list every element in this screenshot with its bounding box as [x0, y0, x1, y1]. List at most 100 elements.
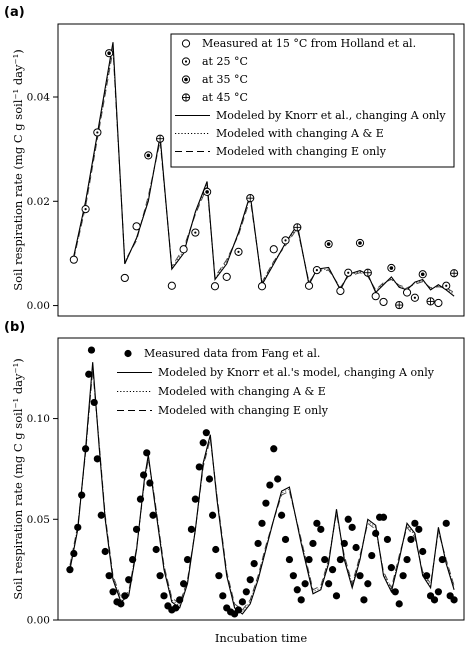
data-point	[352, 543, 360, 552]
data-point	[419, 547, 427, 556]
y-tick-label: 0.00	[27, 300, 50, 312]
data-point-dot	[423, 572, 431, 580]
data-point-dot	[278, 511, 286, 519]
panel-a-measured-points	[69, 49, 459, 310]
data-point	[395, 600, 403, 608]
data-point	[70, 549, 78, 558]
series-line-dotted	[73, 45, 455, 295]
data-point	[210, 282, 220, 291]
y-tick-label: 0.00	[27, 615, 50, 627]
legend-label: Measured data from Fang et al.	[144, 347, 320, 360]
data-point	[195, 463, 203, 471]
data-point	[93, 128, 102, 137]
data-point	[402, 288, 412, 297]
data-point-dot	[101, 547, 109, 556]
data-point-dot	[368, 551, 376, 560]
data-point	[262, 499, 270, 507]
data-point-dot	[121, 592, 129, 600]
data-point	[270, 445, 278, 453]
data-point-dot	[317, 525, 325, 533]
data-point-dot	[415, 525, 423, 533]
legend-item: Measured at 15 °C from Holland et al.	[181, 37, 416, 50]
data-point-dot	[132, 525, 141, 533]
data-point	[180, 580, 188, 588]
data-point	[266, 481, 274, 489]
y-tick-label: 0.10	[27, 413, 50, 425]
data-point	[364, 580, 372, 588]
data-point-dot	[195, 463, 203, 471]
data-point-dot	[183, 555, 192, 564]
data-point	[143, 449, 151, 457]
data-point	[205, 475, 214, 483]
data-point	[321, 555, 329, 564]
data-point	[209, 511, 217, 519]
data-point	[410, 293, 419, 302]
data-point-dot	[430, 596, 439, 604]
legend-label: Modeled with changing A & E	[158, 385, 326, 398]
data-point	[183, 555, 192, 564]
data-point	[411, 519, 419, 527]
data-point	[407, 535, 415, 544]
data-point	[246, 576, 254, 584]
data-point-dot	[391, 588, 399, 596]
data-point	[105, 572, 113, 580]
data-point-dot	[117, 600, 125, 608]
data-point-dot	[187, 525, 196, 533]
data-point-dot	[328, 566, 337, 574]
data-point-dot	[258, 519, 266, 527]
data-point-dot	[411, 519, 419, 527]
data-point-dot	[219, 592, 227, 600]
data-point-dot	[242, 588, 250, 596]
legend-label: Modeled with changing E only	[216, 145, 387, 158]
data-point	[156, 572, 164, 580]
legend-item: Modeled with changing A & E	[117, 385, 326, 398]
panel-a-y-ticks: 0.00 0.02 0.04	[27, 92, 58, 312]
data-point	[74, 523, 82, 531]
data-point	[257, 282, 267, 291]
data-point	[187, 525, 196, 533]
data-point-dot	[321, 555, 329, 564]
data-point-dot	[348, 523, 356, 531]
legend-marker-dot	[124, 349, 132, 358]
data-point-dot	[93, 455, 101, 463]
data-point	[312, 266, 321, 275]
data-point	[379, 513, 388, 521]
data-point	[356, 572, 364, 580]
data-point	[140, 471, 148, 479]
data-point-dot	[199, 439, 207, 447]
data-point-dot	[395, 600, 403, 608]
data-point	[129, 555, 137, 564]
data-point	[449, 269, 459, 278]
data-point	[363, 268, 372, 277]
data-point-dot	[191, 495, 199, 503]
data-point-dot	[293, 586, 301, 594]
data-point	[120, 273, 129, 283]
panel-a-y-axis-label: Soil respiration rate (mg C g soil⁻¹ day…	[11, 49, 25, 290]
data-point-dot	[305, 555, 313, 564]
data-point	[313, 519, 321, 527]
data-point-dot	[140, 471, 148, 479]
data-point	[340, 539, 348, 548]
data-point-dot	[356, 572, 364, 580]
y-tick-label: 0.02	[27, 196, 50, 208]
legend-item: at 35 °C	[181, 73, 248, 86]
data-point	[254, 539, 262, 548]
legend-marker	[181, 75, 191, 84]
data-point-dot	[254, 539, 262, 548]
data-point	[132, 222, 141, 231]
data-point-dot	[262, 499, 270, 507]
data-point-dot	[325, 580, 333, 588]
legend-label: at 35 °C	[202, 73, 248, 86]
data-point	[85, 370, 93, 378]
data-point	[297, 596, 305, 604]
data-point	[336, 555, 344, 564]
data-point-dot	[212, 545, 220, 554]
data-point-dot	[146, 479, 154, 487]
data-point-dot	[172, 604, 180, 612]
data-point	[305, 555, 313, 564]
data-point-dot	[143, 449, 151, 457]
data-point	[281, 236, 290, 245]
panel-b-x-axis-label: Incubation time	[215, 631, 308, 645]
y-tick-label: 0.04	[27, 92, 51, 104]
data-point	[328, 566, 337, 574]
